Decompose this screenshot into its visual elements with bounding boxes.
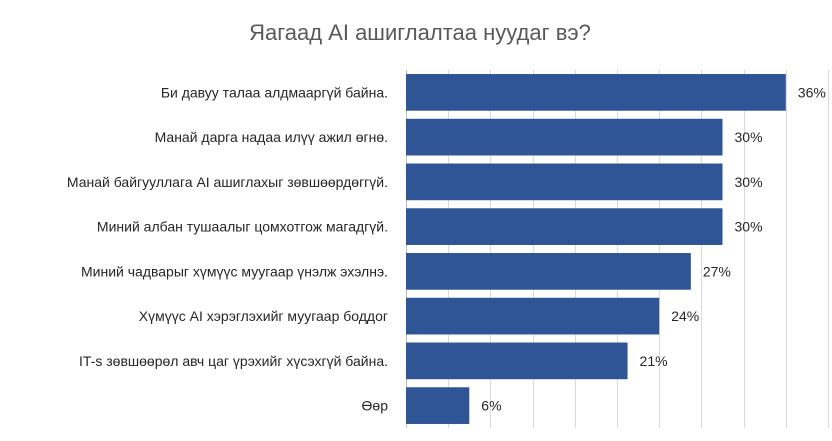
bar-5: [406, 253, 691, 290]
category-label-6: Хүмүүс AI хэрэглэхийг муугаар боддог: [139, 308, 388, 324]
chart-title: Яагаад AI ашиглалтаа нуудаг вэ?: [249, 20, 591, 45]
data-label-5: 27%: [703, 263, 731, 279]
category-label-2: Манай дарга надаа илүү ажил өгнө.: [155, 129, 388, 145]
data-labels: 36% 30% 30% 30% 27% 24% 21% 6%: [481, 84, 826, 413]
bar-6: [406, 297, 660, 335]
data-label-2: 30%: [735, 129, 763, 145]
data-label-3: 30%: [735, 174, 763, 190]
category-label-4: Миний албан тушаалыг цомхотгож магадгүй.: [97, 219, 388, 235]
category-label-5: Миний чадварыг хүмүүс муугаар үнэлж эхэл…: [81, 263, 388, 279]
bar-7: [406, 342, 628, 380]
bar-8: [406, 387, 470, 424]
category-label-1: Би давуу талаа алдмааргүй байна.: [161, 84, 388, 100]
bar-1: [406, 74, 786, 111]
data-label-7: 21%: [640, 353, 668, 369]
data-label-8: 6%: [481, 398, 501, 414]
bar-3: [406, 163, 723, 201]
data-label-1: 36%: [798, 84, 826, 100]
category-labels: Би давуу талаа алдмааргүй байна. Манай да…: [67, 84, 388, 413]
bars: [406, 74, 786, 424]
bar-2: [406, 118, 723, 156]
category-label-3: Манай байгууллага AI ашиглахыг зөвшөөрдө…: [67, 174, 388, 190]
data-label-4: 30%: [735, 219, 763, 235]
category-label-8: Өөр: [362, 398, 389, 414]
data-label-6: 24%: [671, 308, 699, 324]
bar-4: [406, 208, 723, 245]
category-label-7: IT-s зөвшөөрөл авч цаг үрэхийг хүсэхгүй …: [79, 353, 388, 369]
